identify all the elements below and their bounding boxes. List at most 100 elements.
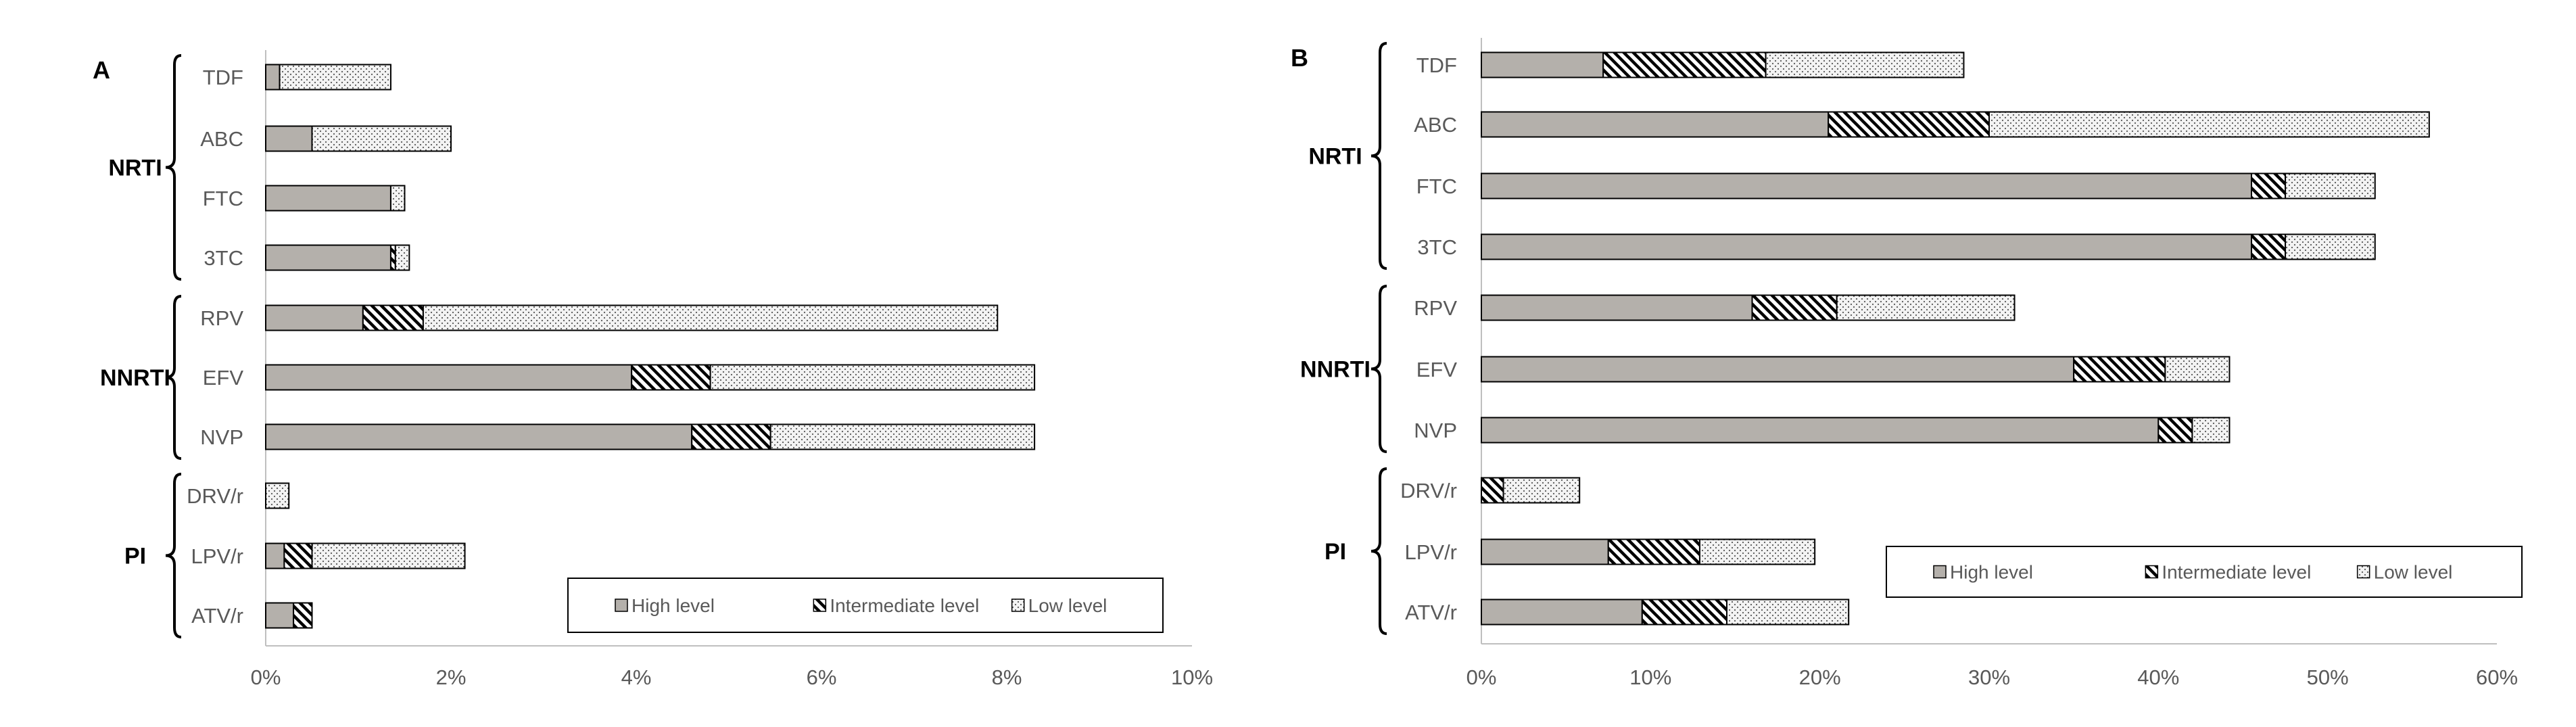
x-tick-label: 60%: [2476, 665, 2518, 689]
bar-intermediate-level-3tc: [2251, 233, 2287, 260]
bar-low-level-3tc: [2285, 233, 2376, 260]
bar-low-level-ftc: [389, 185, 406, 212]
bar-high-level-lpv-r: [265, 542, 285, 569]
bar-low-level-lpv-r: [311, 542, 466, 569]
x-tick-label: 8%: [992, 665, 1022, 689]
legend-label-low-level: Low level: [2374, 562, 2453, 583]
legend-label-high-level: High level: [631, 595, 715, 616]
bar-intermediate-level-3tc: [389, 244, 396, 271]
bar-high-level-tdf: [1481, 51, 1604, 78]
bar-low-level-tdf: [279, 64, 391, 91]
group-label-nrti: NRTI: [1308, 144, 1362, 170]
category-label-tdf: TDF: [1416, 53, 1457, 77]
legend-swatch-high-level: [1933, 565, 1947, 579]
bar-high-level-atv-r: [265, 602, 295, 629]
bar-intermediate-level-ftc: [2251, 172, 2287, 200]
bar-high-level-3tc: [1481, 233, 2253, 260]
chart-panel-b: B 0% 10% 20% 30% 40% 50% 60% TDF ABC FTC 3TC RPV EFV N…: [1291, 38, 2523, 689]
group-brace-pi: [1370, 467, 1387, 635]
group-label-pi: PI: [1325, 539, 1346, 565]
legend-label-low-level: Low level: [1028, 595, 1107, 616]
bar-low-level-drv-r: [265, 482, 290, 509]
bar-low-level-atv-r: [1725, 599, 1850, 626]
legend-swatch-low-level: [2356, 565, 2370, 579]
bar-intermediate-level-rpv: [362, 304, 424, 331]
bar-low-level-3tc: [394, 244, 410, 271]
bar-high-level-rpv: [265, 304, 364, 331]
category-label-tdf: TDF: [203, 66, 243, 89]
x-tick-label: 50%: [2307, 665, 2349, 689]
category-label-drv-r: DRV/r: [1400, 479, 1457, 502]
bar-low-level-lpv-r: [1698, 538, 1816, 565]
bar-low-level-rpv: [1836, 294, 2016, 321]
category-label-efv: EFV: [1416, 358, 1458, 381]
category-label-atv-r: ATV/r: [1405, 601, 1457, 624]
bar-low-level-efv: [2164, 356, 2231, 383]
group-label-pi: PI: [124, 544, 146, 569]
bar-intermediate-level-efv: [2073, 356, 2166, 383]
bar-intermediate-level-lpv-r: [1607, 538, 1700, 565]
bar-intermediate-level-atv-r: [1641, 599, 1727, 626]
group-brace-nrti: [165, 54, 182, 281]
bar-high-level-efv: [265, 364, 633, 391]
panel-label: B: [1291, 44, 1308, 72]
category-label-abc: ABC: [1414, 113, 1457, 137]
bar-high-level-ftc: [265, 185, 391, 212]
category-label-nvp: NVP: [200, 425, 243, 449]
legend-swatch-intermediate-level: [2145, 565, 2159, 579]
category-label-abc: ABC: [200, 127, 243, 151]
x-tick-label: 6%: [807, 665, 837, 689]
category-label-drv-r: DRV/r: [187, 484, 243, 508]
group-brace-pi: [165, 473, 182, 638]
category-label-lpv-r: LPV/r: [191, 544, 243, 568]
bar-low-level-abc: [311, 125, 452, 152]
bar-high-level-nvp: [265, 423, 693, 450]
bar-intermediate-level-tdf: [1602, 51, 1767, 78]
legend-box: [567, 578, 1164, 633]
legend: High level Intermediate level Low level: [567, 578, 1164, 633]
group-brace-nnrti: [165, 295, 182, 460]
bar-low-level-nvp: [769, 423, 1036, 450]
bar-intermediate-level-abc: [1828, 111, 1990, 138]
x-tick-label: 0%: [251, 665, 281, 689]
category-label-nvp: NVP: [1414, 419, 1457, 442]
legend-label-intermediate-level: Intermediate level: [830, 595, 979, 616]
bar-intermediate-level-nvp: [691, 423, 771, 450]
category-label-lpv-r: LPV/r: [1404, 540, 1457, 564]
bar-intermediate-level-atv-r: [293, 602, 313, 629]
bar-high-level-rpv: [1481, 294, 1753, 321]
bar-high-level-nvp: [1481, 417, 2160, 444]
category-label-atv-r: ATV/r: [191, 604, 243, 628]
bar-high-level-ftc: [1481, 172, 2253, 200]
group-brace-nrti: [1370, 42, 1387, 270]
bar-low-level-nvp: [2191, 417, 2231, 444]
bar-low-level-efv: [709, 364, 1036, 391]
bar-high-level-3tc: [265, 244, 391, 271]
group-label-nnrti: NNRTI: [1300, 357, 1370, 383]
x-tick-label: 2%: [436, 665, 467, 689]
legend-label-high-level: High level: [1950, 562, 2033, 583]
bar-high-level-abc: [1481, 111, 1830, 138]
x-tick-label: 10%: [1171, 665, 1213, 689]
bar-high-level-lpv-r: [1481, 538, 1609, 565]
chart-panel-a: A 0% 2% 4% 6% 8% 10% TDF ABC FTC 3TC RPV EFV NVP DRV/r…: [93, 50, 1213, 689]
legend-swatch-low-level: [1011, 599, 1025, 612]
bar-low-level-tdf: [1765, 51, 1965, 78]
x-tick-label: 30%: [1968, 665, 2010, 689]
bar-intermediate-level-nvp: [2157, 417, 2193, 444]
group-brace-nnrti: [1370, 285, 1387, 453]
bar-high-level-abc: [265, 125, 313, 152]
bar-high-level-tdf: [265, 64, 281, 91]
category-label-ftc: FTC: [1416, 174, 1457, 198]
category-label-3tc: 3TC: [1417, 235, 1457, 259]
bar-intermediate-level-lpv-r: [283, 542, 313, 569]
bar-intermediate-level-rpv: [1751, 294, 1838, 321]
bar-intermediate-level-efv: [631, 364, 711, 391]
category-label-efv: EFV: [203, 366, 244, 390]
group-label-nrti: NRTI: [108, 156, 162, 181]
bar-low-level-drv-r: [1502, 477, 1581, 504]
bar-low-level-ftc: [2285, 172, 2376, 200]
bar-intermediate-level-drv-r: [1481, 477, 1504, 504]
bar-high-level-atv-r: [1481, 599, 1643, 626]
